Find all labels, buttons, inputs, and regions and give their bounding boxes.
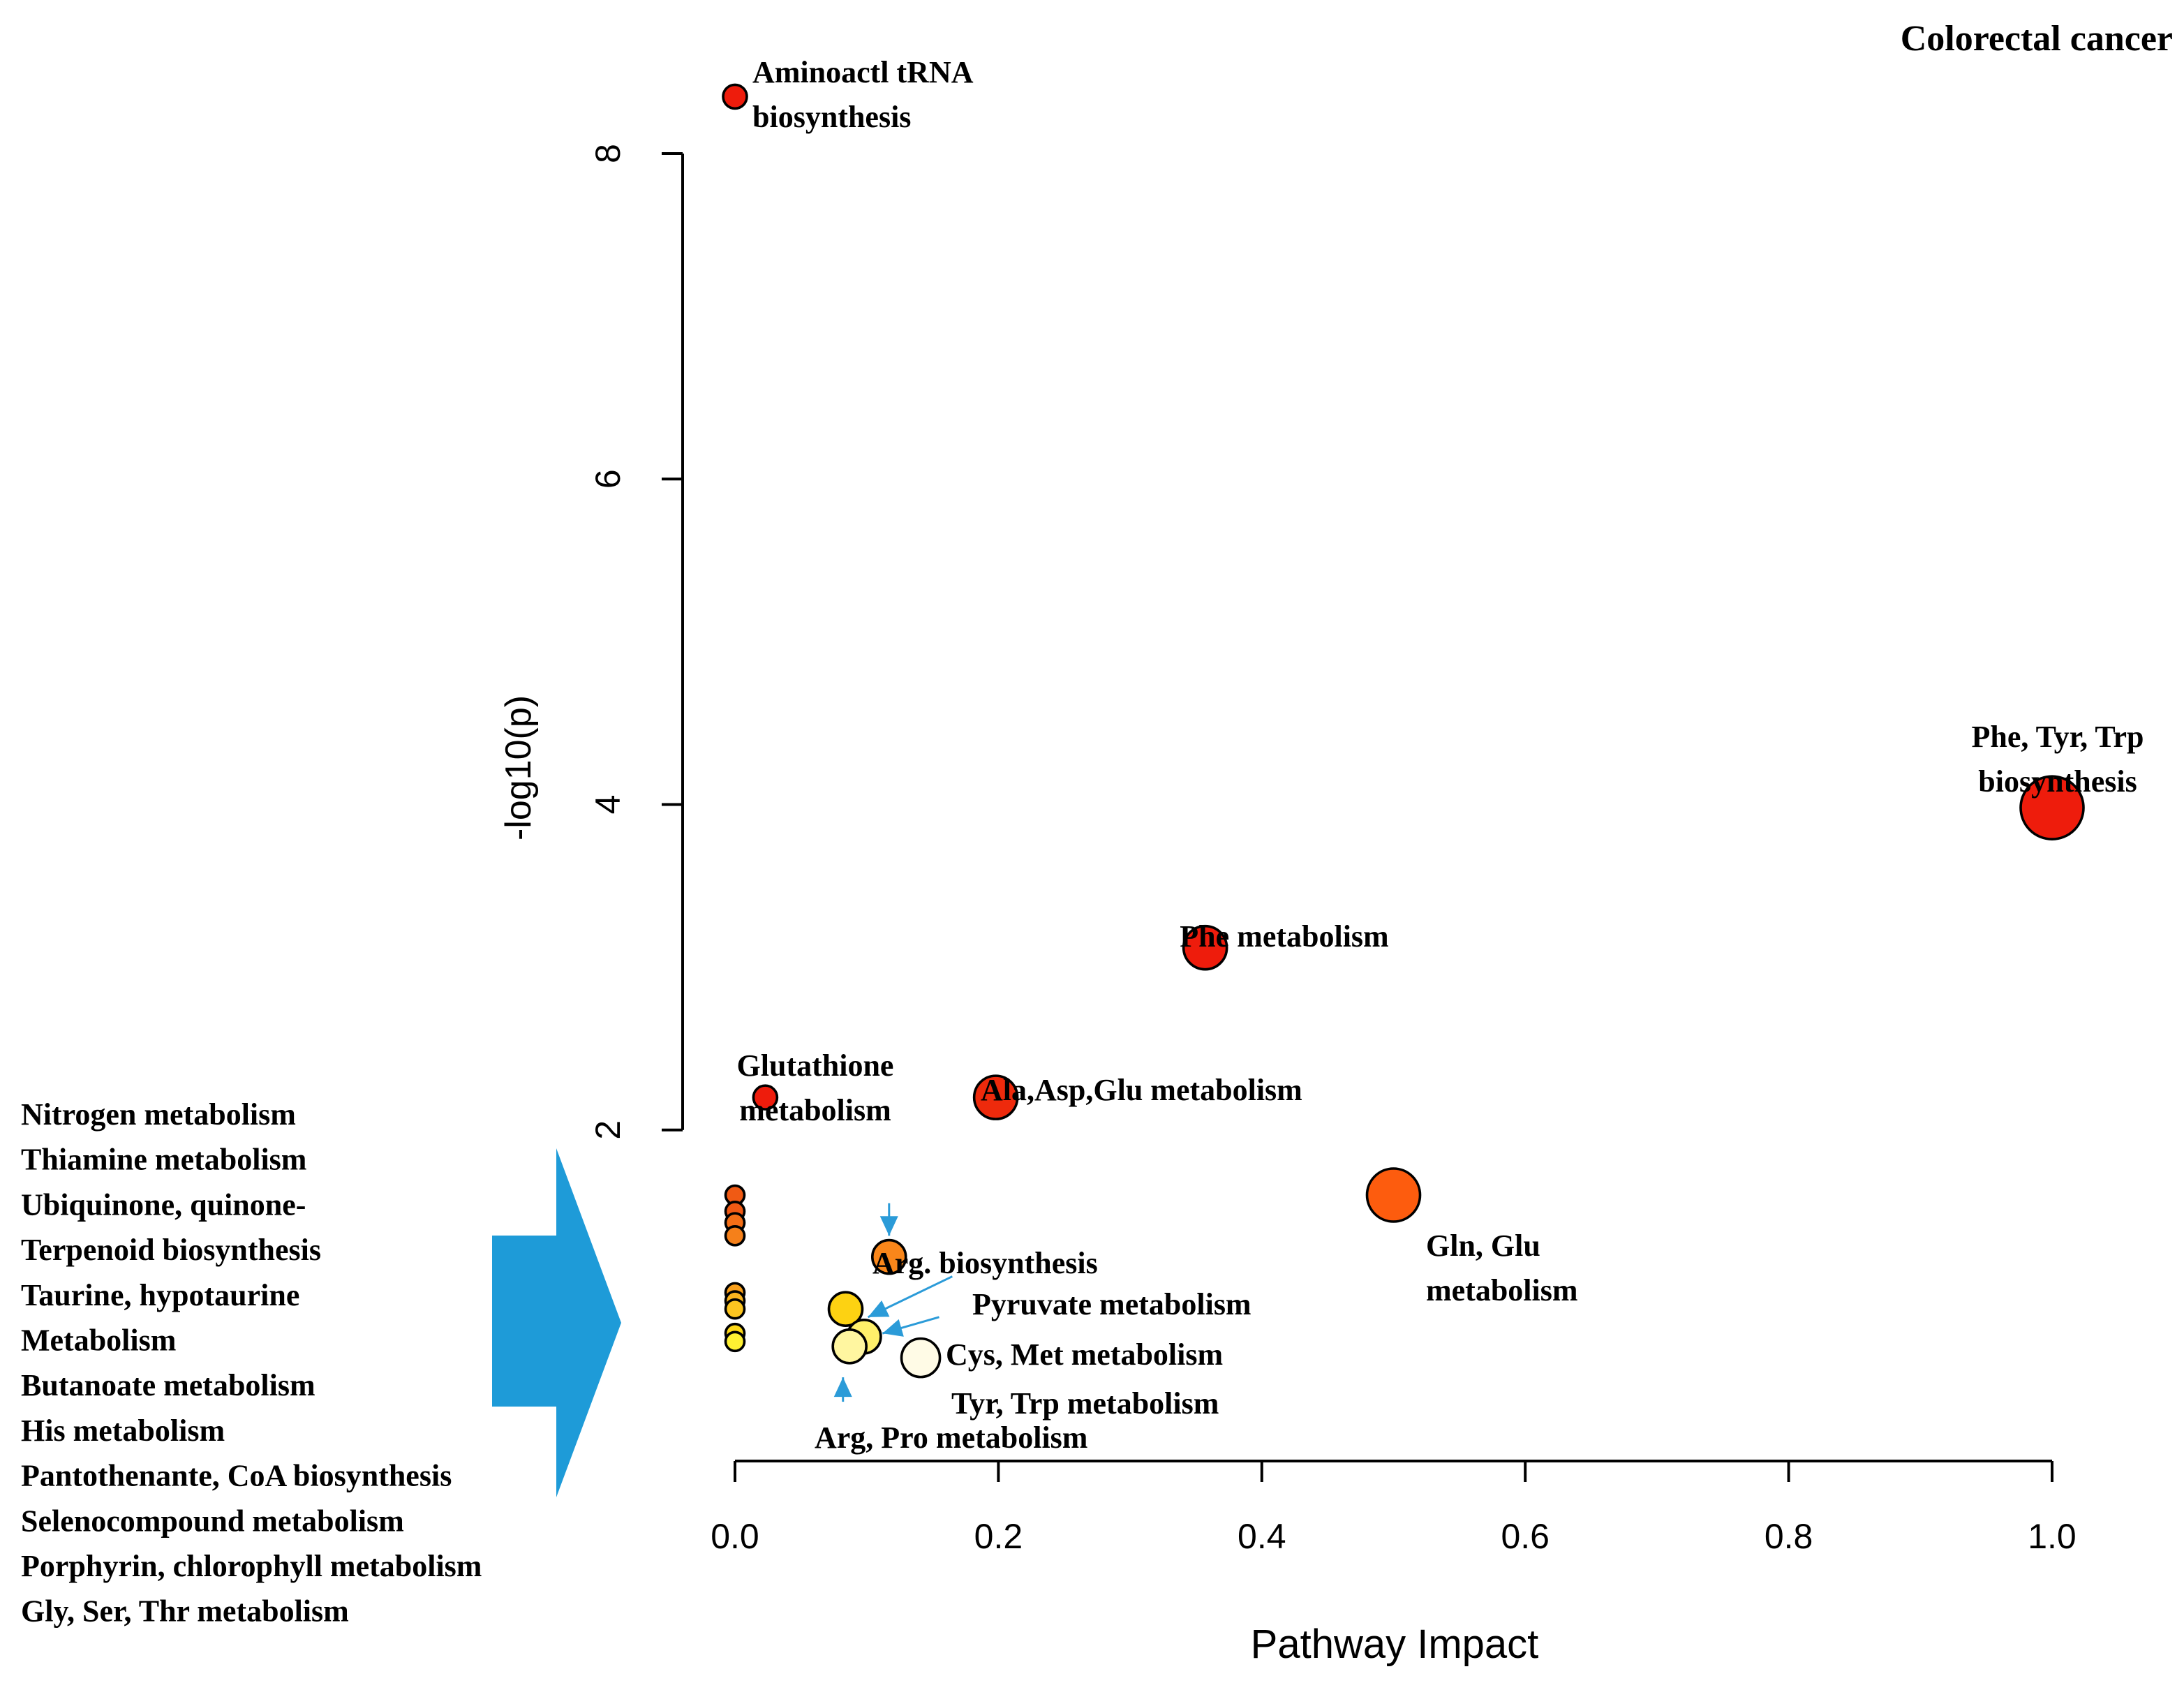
- data-point: [870, 1238, 907, 1275]
- x-tick-label: 0.0: [711, 1517, 759, 1556]
- data-point: [2019, 775, 2085, 840]
- side-list-item: Pantothenante, CoA biosynthesis: [21, 1459, 452, 1493]
- point-label: metabolism: [739, 1093, 891, 1127]
- point-label: biosynthesis: [1978, 764, 2137, 799]
- x-axis-label: Pathway Impact: [1251, 1622, 1539, 1667]
- side-list: Nitrogen metabolism Thiamine metabolism Ub…: [21, 1097, 621, 1629]
- x-tick-label: 0.6: [1501, 1517, 1550, 1556]
- y-axis-label: -log10(p): [498, 695, 539, 840]
- data-point: [831, 1328, 868, 1365]
- point-label: Arg. biosynthesis: [872, 1246, 1098, 1280]
- data-points: [722, 83, 2085, 1379]
- side-list-item: Gly, Ser, Thr metabolism: [21, 1594, 349, 1629]
- point-label: Phe metabolism: [1180, 919, 1388, 954]
- point-label: Glutathione: [737, 1048, 894, 1083]
- y-tick-label: 2: [588, 1120, 627, 1140]
- pointer-arrows: [833, 1203, 953, 1402]
- data-point: [724, 1224, 746, 1247]
- pointer-arrowhead-icon: [833, 1377, 852, 1397]
- point-label: Pyruvate metabolism: [972, 1287, 1251, 1321]
- y-tick-label: 6: [588, 469, 627, 489]
- side-list-item: Ubiquinone, quinone-: [21, 1187, 306, 1222]
- point-label: Arg, Pro metabolism: [815, 1421, 1087, 1455]
- side-list-item: Porphyrin, chlorophyll metabolism: [21, 1549, 482, 1583]
- data-point: [1182, 924, 1228, 971]
- point-label: Cys, Met metabolism: [946, 1337, 1223, 1372]
- pointer-arrowhead-icon: [868, 1300, 890, 1317]
- pointer-arrowhead-icon: [882, 1319, 904, 1337]
- side-list-item: Terpenoid biosynthesis: [21, 1233, 321, 1267]
- x-tick-label: 0.4: [1238, 1517, 1286, 1556]
- point-label: metabolism: [1426, 1273, 1578, 1307]
- pointer-arrowhead-icon: [879, 1216, 898, 1236]
- data-point: [1365, 1167, 1422, 1223]
- y-tick-label: 8: [588, 144, 627, 163]
- point-label: Phe, Tyr, Trp: [1972, 720, 2144, 754]
- side-list-item: Nitrogen metabolism: [21, 1097, 296, 1132]
- chart-title: Colorectal cancer: [1901, 19, 2173, 59]
- data-point: [900, 1337, 942, 1379]
- side-list-item: Metabolism: [21, 1324, 176, 1358]
- point-labels: Aminoactl tRNA biosynthesis Phe, Tyr, Trp b…: [737, 55, 2144, 1455]
- data-point: [752, 1084, 779, 1111]
- side-list-item: Butanoate metabolism: [21, 1368, 315, 1402]
- side-list-item: Selenocompound metabolism: [21, 1504, 404, 1538]
- data-point: [724, 1298, 746, 1320]
- x-tick-label: 0.8: [1765, 1517, 1813, 1556]
- point-label: biosynthesis: [752, 100, 911, 134]
- axes: 0.0 0.2 0.4 0.6 0.8 1.0 2 4 6 8: [588, 144, 2077, 1556]
- side-list-item: Taurine, hypotaurine: [21, 1278, 299, 1312]
- side-list-item: His metabolism: [21, 1414, 225, 1448]
- point-label: Aminoactl tRNA: [752, 55, 974, 89]
- point-label: Tyr, Trp metabolism: [951, 1386, 1219, 1421]
- y-tick-label: 4: [588, 795, 627, 815]
- data-point: [827, 1291, 864, 1327]
- x-tick-label: 1.0: [2028, 1517, 2077, 1556]
- data-point: [724, 1330, 746, 1353]
- point-label: Gln, Glu: [1426, 1229, 1540, 1263]
- data-point: [722, 83, 748, 110]
- point-label: Ala,Asp,Glu metabolism: [981, 1073, 1302, 1107]
- side-list-item: Thiamine metabolism: [21, 1143, 306, 1177]
- data-point: [972, 1074, 1019, 1120]
- x-tick-label: 0.2: [974, 1517, 1023, 1556]
- big-pointer-arrow-icon: [492, 1148, 621, 1497]
